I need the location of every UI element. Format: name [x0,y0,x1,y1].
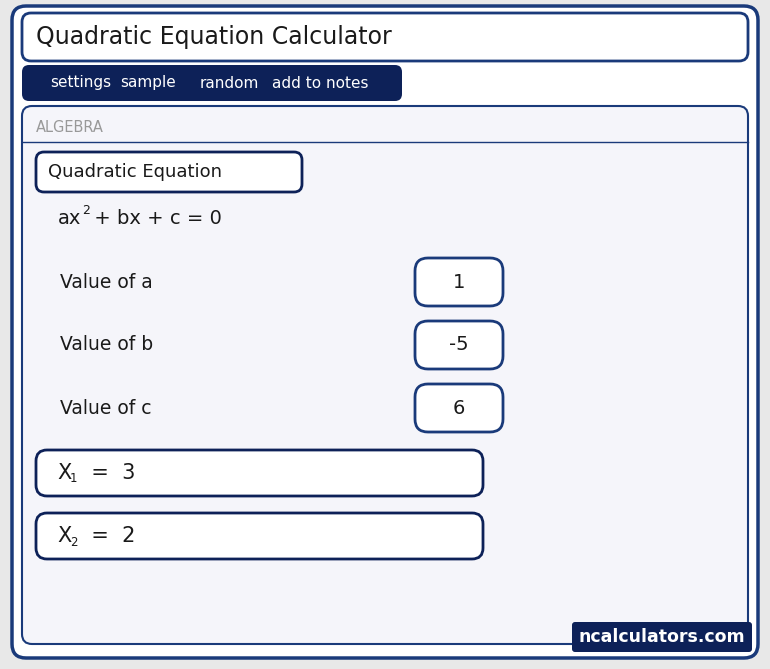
FancyBboxPatch shape [36,152,302,192]
Text: Value of c: Value of c [60,399,152,417]
Text: =  3: = 3 [78,463,136,483]
Text: Value of b: Value of b [60,335,153,355]
Text: add to notes: add to notes [272,76,369,90]
FancyBboxPatch shape [415,321,503,369]
FancyBboxPatch shape [36,513,483,559]
Text: 2: 2 [70,535,78,549]
Text: 1: 1 [70,472,78,486]
Text: random: random [200,76,259,90]
Text: 1: 1 [453,272,465,292]
Text: Value of a: Value of a [60,272,152,292]
Text: =  2: = 2 [78,526,136,546]
Text: Quadratic Equation: Quadratic Equation [48,163,222,181]
Text: sample: sample [120,76,176,90]
Text: ax: ax [58,209,82,227]
FancyBboxPatch shape [415,384,503,432]
FancyBboxPatch shape [22,106,748,644]
FancyBboxPatch shape [22,13,748,61]
FancyBboxPatch shape [415,258,503,306]
FancyBboxPatch shape [12,6,758,658]
Text: Quadratic Equation Calculator: Quadratic Equation Calculator [36,25,392,49]
Text: ALGEBRA: ALGEBRA [36,120,104,136]
Text: ncalculators.com: ncalculators.com [579,628,745,646]
Text: -5: -5 [449,335,469,355]
Text: settings: settings [50,76,111,90]
Text: 2: 2 [82,205,90,217]
FancyBboxPatch shape [36,450,483,496]
Text: X: X [57,463,72,483]
Text: X: X [57,526,72,546]
FancyBboxPatch shape [22,65,402,101]
Text: 6: 6 [453,399,465,417]
FancyBboxPatch shape [572,622,752,652]
Text: + bx + c = 0: + bx + c = 0 [88,209,222,227]
